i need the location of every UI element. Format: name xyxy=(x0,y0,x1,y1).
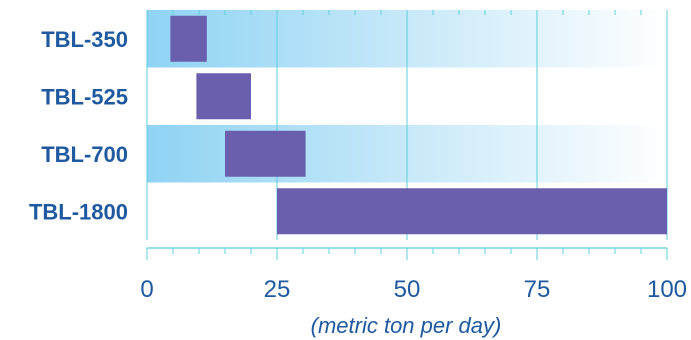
tick-label: 25 xyxy=(264,276,291,303)
bar xyxy=(277,188,667,235)
category-labels: TBL-350 TBL-525 TBL-700 TBL-1800 xyxy=(29,27,128,225)
category-label: TBL-700 xyxy=(41,142,128,167)
x-axis-title: (metric ton per day) xyxy=(311,313,502,338)
bar xyxy=(196,73,251,120)
bars xyxy=(170,15,667,235)
x-axis xyxy=(146,10,668,260)
category-label: TBL-525 xyxy=(41,84,128,109)
category-label: TBL-1800 xyxy=(29,199,128,224)
tick-label: 100 xyxy=(647,276,687,303)
bar xyxy=(225,130,306,177)
tick-label: 50 xyxy=(394,276,421,303)
category-label: TBL-350 xyxy=(41,27,128,52)
tick-label: 0 xyxy=(140,276,153,303)
bar xyxy=(170,15,207,62)
tick-label: 75 xyxy=(524,276,551,303)
tick-labels: 0 25 50 75 100 xyxy=(140,276,687,303)
